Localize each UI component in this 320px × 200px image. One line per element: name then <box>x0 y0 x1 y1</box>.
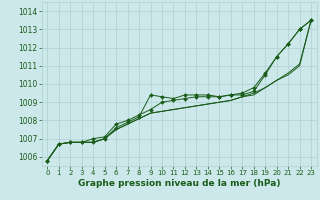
X-axis label: Graphe pression niveau de la mer (hPa): Graphe pression niveau de la mer (hPa) <box>78 179 280 188</box>
